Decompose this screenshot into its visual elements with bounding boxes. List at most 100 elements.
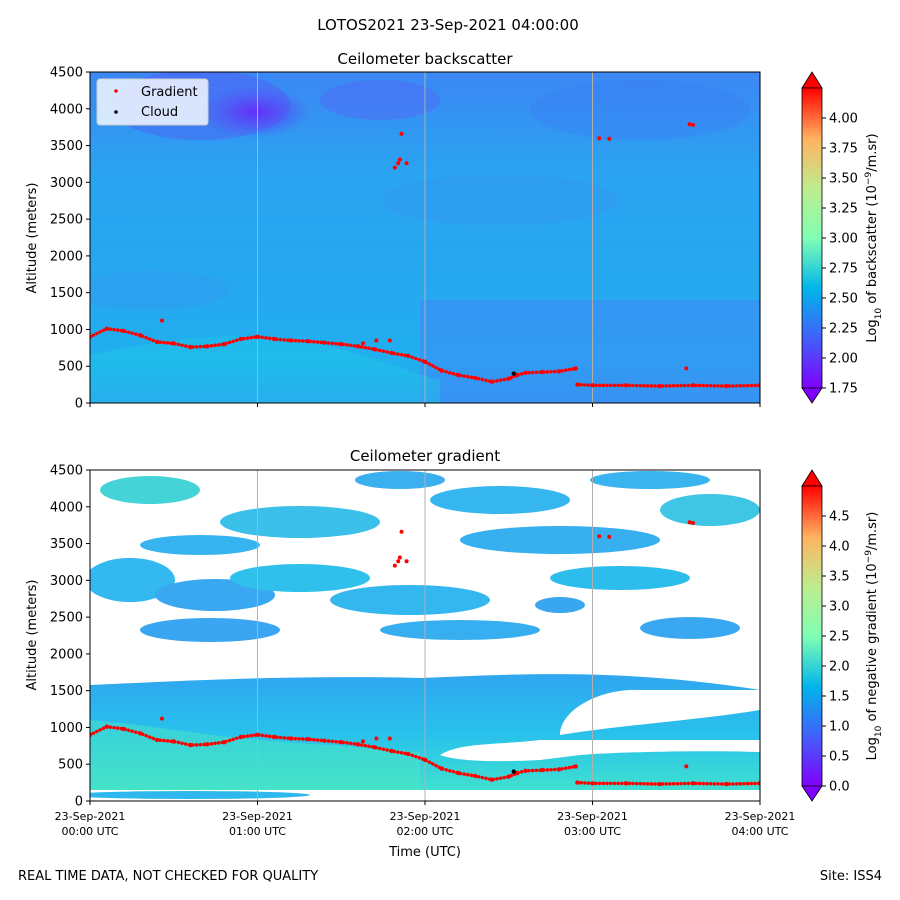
colorbar-tick-label-2.50: 2.50	[829, 292, 858, 307]
gradient-isolated-point	[607, 534, 612, 539]
x-tick-date-2: 23-Sep-2021	[390, 810, 461, 823]
gradient-point	[489, 379, 495, 384]
gradient-point	[138, 333, 143, 338]
y-tick-label-2500: 2500	[50, 611, 83, 626]
gradient-point	[506, 376, 511, 381]
gradient-colorbar-ticks: 0.0 0.5 1.0 1.5 2.0 2.5 3.0 3.5 4.0 4.5	[822, 510, 850, 795]
gradient-point	[456, 372, 461, 378]
gradient-title: Ceilometer gradient	[350, 447, 500, 465]
gradient-isolated-point	[387, 736, 392, 741]
gradient-point	[372, 347, 377, 352]
gradient-point	[104, 326, 109, 331]
x-tick-date-3: 23-Sep-2021	[557, 810, 628, 823]
legend-cloud-marker	[114, 110, 118, 114]
y-tick-label-2000: 2000	[50, 647, 83, 662]
x-tick-date-1: 23-Sep-2021	[222, 810, 293, 823]
gradient-cloud-series	[511, 769, 516, 774]
y-tick-label-2500: 2500	[50, 213, 83, 228]
gradient-point	[540, 369, 545, 375]
gradient-point	[372, 745, 377, 750]
backscatter-colorbar-label: Log10 of backscatter (10−9/m.sr)	[864, 133, 884, 342]
gradient-point	[623, 781, 629, 786]
colorbar-tick-label-1.75: 1.75	[829, 382, 858, 397]
backscatter-gradient-isolated	[160, 122, 695, 371]
y-tick-label-2000: 2000	[50, 249, 83, 264]
figure-title: LOTOS2021 23-Sep-2021 04:00:00	[317, 16, 579, 34]
colorbar-tick-label-0.5: 0.5	[829, 750, 850, 765]
gradient-point	[305, 737, 310, 742]
x-tick-time-3: 03:00 UTC	[564, 825, 621, 838]
gradient-gradient-series	[90, 724, 760, 787]
colorbar-tick-label-3.25: 3.25	[829, 202, 858, 217]
gradient-point	[305, 339, 310, 344]
footer-site: Site: ISS4	[819, 869, 882, 884]
gradient-isolated-point	[404, 559, 409, 564]
gradient-point	[456, 770, 461, 776]
x-tick-date-4: 23-Sep-2021	[725, 810, 796, 823]
gradient-isolated-point	[397, 555, 402, 560]
gradient-point	[406, 353, 411, 359]
backscatter-ylabel: Altitude (meters)	[25, 183, 40, 294]
y-tick-label-4500: 4500	[50, 66, 83, 81]
gradient-point	[489, 777, 495, 782]
gradient-x-axis: 23-Sep-2021 00:00 UTC 23-Sep-2021 01:00 UTC…	[55, 801, 796, 838]
gradient-isolated-point	[374, 338, 379, 343]
backscatter-field	[90, 72, 760, 403]
backscatter-gridlines	[257, 72, 593, 403]
gradient-point	[757, 781, 760, 786]
gradient-point	[575, 382, 580, 387]
gradient-isolated-point	[387, 338, 392, 343]
gradient-point	[188, 742, 193, 748]
backscatter-y-axis: 0 500 1000 1500 2000 2500 3000 3500 4000 4500	[50, 66, 90, 412]
gradient-point	[473, 773, 478, 779]
y-tick-label-3000: 3000	[50, 574, 83, 589]
y-tick-label-4000: 4000	[50, 500, 83, 515]
gradient-isolated-point	[684, 366, 689, 371]
gradient-point	[406, 751, 411, 757]
colorbar-tick-label-2.25: 2.25	[829, 322, 858, 337]
gradient-point	[221, 341, 227, 347]
gradient-point	[657, 383, 662, 389]
gradient-point	[514, 372, 520, 378]
gradient-point	[238, 336, 243, 342]
y-tick-label-3000: 3000	[50, 176, 83, 191]
gradient-point	[255, 732, 260, 737]
colorbar-tick-label-3.00: 3.00	[829, 232, 858, 247]
gradient-point	[238, 734, 243, 740]
backscatter-panel: Ceilometer backscatter 0 500 1000 1500 2000 2…	[25, 50, 884, 412]
gradient-isolated-point	[597, 534, 602, 539]
gradient-point	[540, 767, 545, 773]
x-tick-time-1: 01:00 UTC	[229, 825, 286, 838]
backscatter-title: Ceilometer backscatter	[337, 50, 513, 68]
x-tick-date-0: 23-Sep-2021	[55, 810, 126, 823]
colorbar-tick-label-3.50: 3.50	[829, 172, 858, 187]
gradient-point	[138, 731, 143, 736]
y-tick-label-1500: 1500	[50, 286, 83, 301]
gradient-point	[255, 334, 260, 339]
gradient-point	[523, 370, 528, 376]
y-tick-label-500: 500	[58, 360, 83, 375]
gradient-isolated-point	[399, 131, 404, 136]
y-tick-label-1000: 1000	[50, 721, 83, 736]
gradient-point	[171, 341, 176, 346]
gradient-colorbar: 0.0 0.5 1.0 1.5 2.0 2.5 3.0 3.5 4.0 4.5 Log10 of …	[801, 469, 884, 802]
gradient-point	[389, 748, 394, 754]
gradient-point	[439, 368, 444, 373]
colorbar-tick-label-3.0: 3.0	[829, 600, 850, 615]
gradient-point	[355, 742, 361, 747]
legend-cloud-label: Cloud	[141, 105, 178, 120]
y-tick-label-0: 0	[75, 795, 83, 810]
gradient-point	[573, 764, 578, 769]
gradient-point	[272, 734, 277, 740]
y-tick-label-0: 0	[75, 397, 83, 412]
legend-gradient-label: Gradient	[141, 85, 198, 100]
colorbar-tick-label-0.0: 0.0	[829, 780, 850, 795]
gradient-isolated-point	[607, 136, 612, 141]
gradient-point	[623, 383, 629, 388]
gradient-gridlines	[257, 470, 593, 801]
gradient-point	[757, 383, 760, 388]
gradient-isolated-point	[396, 559, 401, 564]
gradient-isolated-point	[691, 520, 695, 525]
gradient-y-axis: 0 500 1000 1500 2000 2500 3000 3500 4000 4500	[50, 464, 90, 810]
gradient-point	[154, 737, 160, 743]
